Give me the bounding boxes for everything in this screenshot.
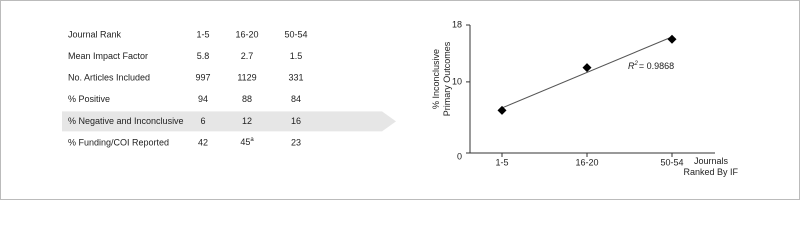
table-cell: 84 (291, 94, 301, 104)
point (497, 105, 507, 115)
annotation-base: R (628, 61, 635, 71)
table-cell: 5.8 (197, 51, 210, 61)
y-tick-label: 0 (457, 151, 462, 161)
y-axis-label: % InconclusivePrimary Outcomes (431, 41, 452, 116)
x-label-line: Journals (694, 156, 729, 166)
table-cell: 2.7 (241, 51, 254, 61)
table-cell: Journal Rank (68, 29, 122, 39)
trendline (501, 36, 673, 109)
table-cell: 42 (198, 137, 208, 147)
table-cell: % Positive (68, 94, 110, 104)
table-cell: 23 (291, 137, 301, 147)
y-label-line: Primary Outcomes (442, 41, 452, 116)
x-tick-label: 16-20 (575, 157, 598, 167)
chart: 0 10 18 % InconclusivePrimary Outcomes Journ… (431, 19, 738, 177)
table: Journal Rank 1-5 16-20 50-54 Mean Impact Fac… (62, 29, 396, 147)
table-cell: % Funding/COI Reported (68, 137, 169, 147)
y-tick-label: 10 (452, 76, 462, 86)
table-cell: 1.5 (290, 51, 303, 61)
footnote-mark: a (250, 137, 254, 143)
annotation-sup: 2 (634, 61, 639, 67)
x-label-line: Ranked By IF (683, 167, 738, 177)
table-cell: 16 (291, 116, 301, 126)
x-axis-label: Journals Ranked By IF (683, 156, 738, 177)
x-tick-label: 50-54 (660, 157, 683, 167)
cell-text: 45 (240, 137, 250, 147)
table-cell: 1-5 (196, 29, 209, 39)
table-cell: Mean Impact Factor (68, 51, 148, 61)
annotation-text: = 0.9868 (639, 61, 674, 71)
y-label-line: % Inconclusive (431, 49, 441, 109)
table-cell: No. Articles Included (68, 73, 150, 83)
table-cell: 16-20 (235, 29, 258, 39)
table-cell: 50-54 (284, 29, 307, 39)
annotation: R2= 0.9868 (628, 61, 674, 72)
point (667, 34, 677, 44)
table-cell: 1129 (237, 73, 256, 83)
y-tick-label: 18 (452, 19, 462, 29)
table-cell: 12 (242, 116, 252, 126)
table-cell: 997 (195, 73, 210, 83)
table-cell: % Negative and Inconclusive (68, 116, 184, 126)
table-cell: 331 (288, 73, 303, 83)
table-cell: 88 (242, 94, 252, 104)
frame (0, 0, 800, 200)
point (582, 63, 592, 73)
row-highlight (62, 111, 396, 132)
table-cell: 6 (200, 116, 205, 126)
table-cell: 94 (198, 94, 208, 104)
figure: Journal Rank 1-5 16-20 50-54 Mean Impact Fac… (0, 0, 800, 200)
x-tick-label: 1-5 (495, 157, 508, 167)
table-cell: 45a (240, 137, 254, 148)
